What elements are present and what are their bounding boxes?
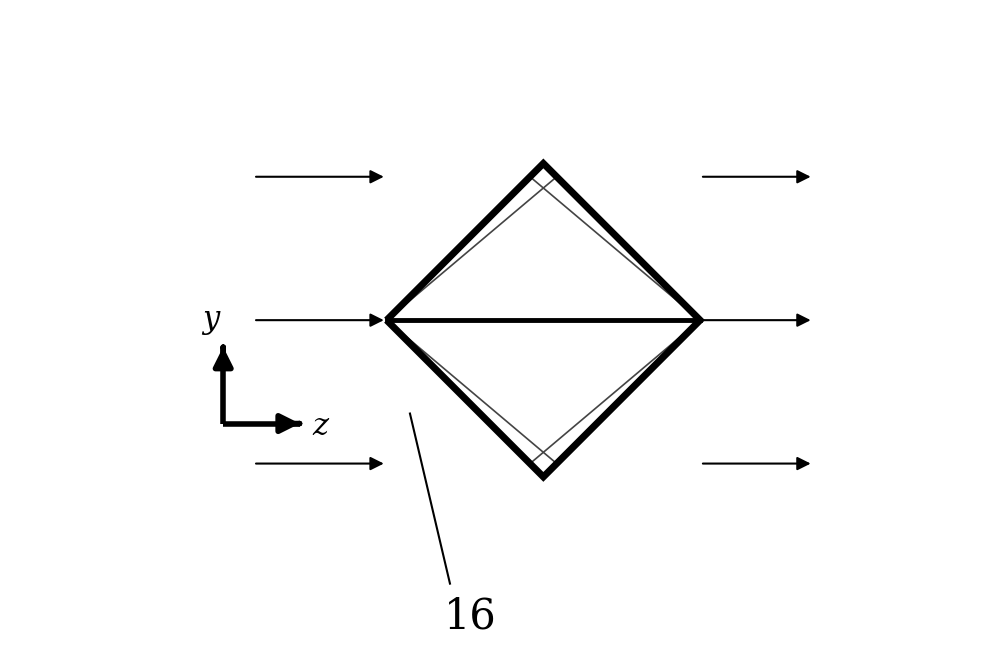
Text: 16: 16	[444, 596, 496, 638]
Text: y: y	[203, 304, 220, 335]
Text: z: z	[312, 412, 328, 442]
